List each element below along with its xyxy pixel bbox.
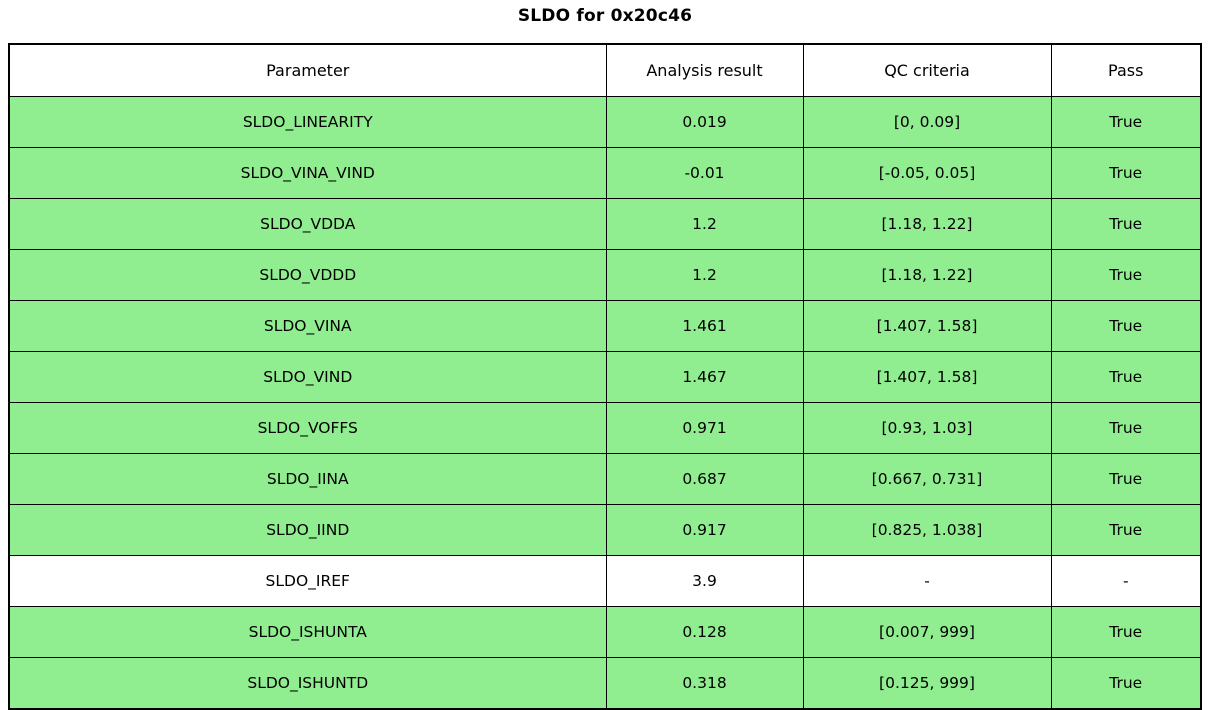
cell-pass: True: [1050, 504, 1202, 556]
cell-pass: True: [1050, 300, 1202, 352]
table-row: SLDO_LINEARITY 0.019 [0, 0.09] True: [8, 96, 1202, 148]
table-row: SLDO_VDDD 1.2 [1.18, 1.22] True: [8, 249, 1202, 301]
cell-qc-criteria: [1.18, 1.22]: [802, 249, 1052, 301]
cell-analysis-result: 0.687: [605, 453, 804, 505]
cell-parameter: SLDO_VDDA: [8, 198, 607, 250]
cell-qc-criteria: [1.18, 1.22]: [802, 198, 1052, 250]
cell-parameter: SLDO_VIND: [8, 351, 607, 403]
cell-parameter: SLDO_IIND: [8, 504, 607, 556]
qc-results-table: Parameter Analysis result QC criteria Pa…: [8, 43, 1202, 710]
cell-qc-criteria: [0, 0.09]: [802, 96, 1052, 148]
cell-pass: True: [1050, 606, 1202, 658]
cell-analysis-result: 3.9: [605, 555, 804, 607]
cell-parameter: SLDO_ISHUNTA: [8, 606, 607, 658]
cell-analysis-result: 1.2: [605, 249, 804, 301]
table-row: SLDO_VIND 1.467 [1.407, 1.58] True: [8, 351, 1202, 403]
cell-pass: True: [1050, 96, 1202, 148]
table-row: SLDO_VINA_VIND -0.01 [-0.05, 0.05] True: [8, 147, 1202, 199]
cell-parameter: SLDO_IREF: [8, 555, 607, 607]
table-row: SLDO_IREF 3.9 - -: [8, 555, 1202, 607]
cell-pass: True: [1050, 402, 1202, 454]
cell-pass: True: [1050, 249, 1202, 301]
cell-analysis-result: -0.01: [605, 147, 804, 199]
cell-qc-criteria: [0.825, 1.038]: [802, 504, 1052, 556]
cell-analysis-result: 0.917: [605, 504, 804, 556]
cell-qc-criteria: [1.407, 1.58]: [802, 300, 1052, 352]
cell-parameter: SLDO_LINEARITY: [8, 96, 607, 148]
cell-qc-criteria: [1.407, 1.58]: [802, 351, 1052, 403]
cell-analysis-result: 0.971: [605, 402, 804, 454]
header-cell-qc-criteria: QC criteria: [802, 43, 1052, 97]
cell-pass: True: [1050, 198, 1202, 250]
cell-analysis-result: 0.019: [605, 96, 804, 148]
cell-parameter: SLDO_VINA: [8, 300, 607, 352]
cell-parameter: SLDO_ISHUNTD: [8, 657, 607, 710]
page-title: SLDO for 0x20c46: [517, 6, 693, 26]
cell-qc-criteria: [0.667, 0.731]: [802, 453, 1052, 505]
table-row: SLDO_IIND 0.917 [0.825, 1.038] True: [8, 504, 1202, 556]
cell-pass: True: [1050, 147, 1202, 199]
cell-analysis-result: 0.128: [605, 606, 804, 658]
table-row: SLDO_ISHUNTA 0.128 [0.007, 999] True: [8, 606, 1202, 658]
cell-qc-criteria: [0.007, 999]: [802, 606, 1052, 658]
header-cell-pass: Pass: [1050, 43, 1202, 97]
table-row: SLDO_VINA 1.461 [1.407, 1.58] True: [8, 300, 1202, 352]
cell-pass: True: [1050, 453, 1202, 505]
table-row: SLDO_IINA 0.687 [0.667, 0.731] True: [8, 453, 1202, 505]
cell-pass: -: [1050, 555, 1202, 607]
cell-qc-criteria: [-0.05, 0.05]: [802, 147, 1052, 199]
cell-qc-criteria: [0.125, 999]: [802, 657, 1052, 710]
cell-analysis-result: 1.461: [605, 300, 804, 352]
cell-analysis-result: 1.467: [605, 351, 804, 403]
cell-pass: True: [1050, 657, 1202, 710]
cell-qc-criteria: [0.93, 1.03]: [802, 402, 1052, 454]
table-row: SLDO_VDDA 1.2 [1.18, 1.22] True: [8, 198, 1202, 250]
header-cell-analysis-result: Analysis result: [605, 43, 804, 97]
table-header-row: Parameter Analysis result QC criteria Pa…: [8, 43, 1202, 97]
cell-parameter: SLDO_VOFFS: [8, 402, 607, 454]
cell-qc-criteria: -: [802, 555, 1052, 607]
cell-parameter: SLDO_VINA_VIND: [8, 147, 607, 199]
cell-analysis-result: 1.2: [605, 198, 804, 250]
cell-pass: True: [1050, 351, 1202, 403]
table-row: SLDO_VOFFS 0.971 [0.93, 1.03] True: [8, 402, 1202, 454]
cell-parameter: SLDO_IINA: [8, 453, 607, 505]
header-cell-parameter: Parameter: [8, 43, 607, 97]
cell-parameter: SLDO_VDDD: [8, 249, 607, 301]
table-row: SLDO_ISHUNTD 0.318 [0.125, 999] True: [8, 657, 1202, 710]
cell-analysis-result: 0.318: [605, 657, 804, 710]
